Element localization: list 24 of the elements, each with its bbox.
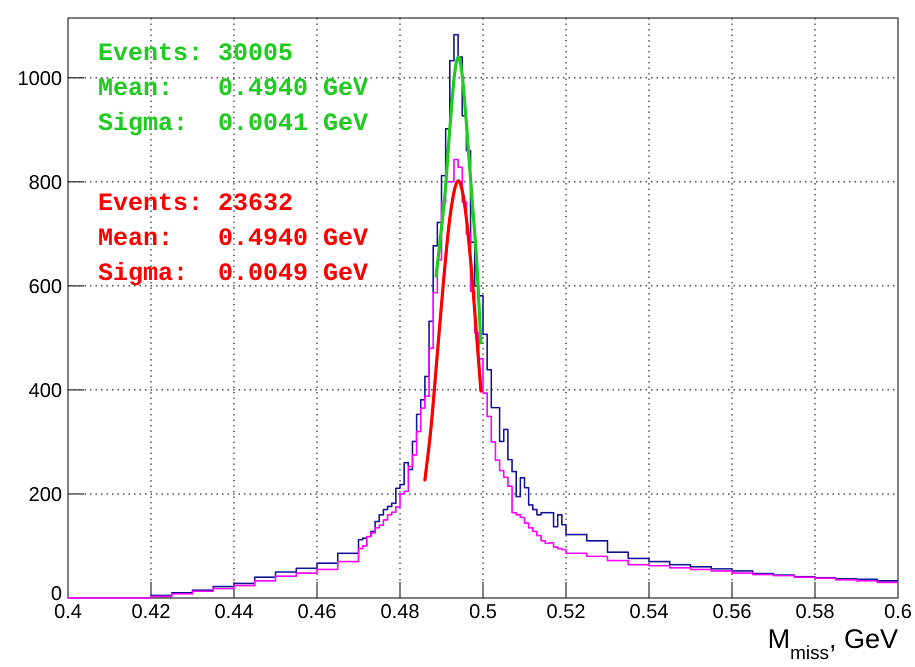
line-series [434, 55, 483, 344]
x-tick-label: 0.5 [469, 601, 497, 624]
annotation: Mean: 0.4940 GeV [98, 224, 368, 253]
annotation: Sigma: 0.0041 GeV [98, 109, 368, 138]
y-tick-label: 600 [28, 276, 62, 298]
x-tick-label: 0.44 [214, 601, 254, 624]
x-tick-label: 0.58 [796, 601, 834, 624]
y-tick-label: 1000 [18, 68, 62, 90]
annotation: Events: 30005 [98, 39, 294, 68]
x-tick-label: 0.46 [298, 601, 336, 624]
y-tick-label: 800 [28, 172, 62, 194]
annotation: Events: 23632 [98, 189, 294, 218]
x-axis-title: M$_{miss}$, GeV [768, 624, 898, 664]
x-tick-label: 0.52 [546, 601, 586, 624]
annotation: Mean: 0.4940 GeV [98, 74, 368, 103]
x-tick-label: 0.42 [132, 601, 170, 624]
annotation: Sigma: 0.0049 GeV [98, 259, 368, 288]
y-tick-label: 400 [28, 380, 62, 402]
x-tick-label: 0.56 [712, 601, 752, 624]
line-series [423, 179, 483, 482]
x-tick-label: 0.54 [630, 601, 668, 624]
x-tick-label: 0.6 [884, 601, 912, 624]
x-tick-label: 0.48 [380, 601, 420, 624]
y-tick-label: 200 [28, 484, 62, 506]
